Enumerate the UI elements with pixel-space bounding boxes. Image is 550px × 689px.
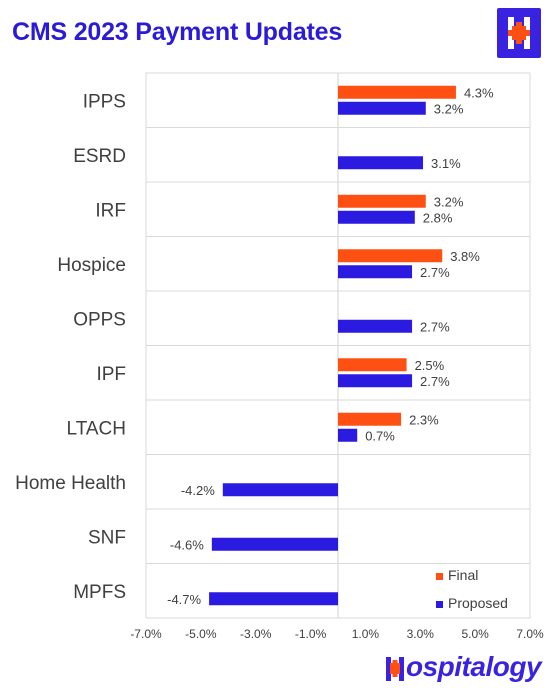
data-label: -4.7% bbox=[167, 592, 201, 607]
bar-final bbox=[338, 412, 402, 426]
data-label: 2.3% bbox=[409, 412, 439, 427]
bar-final bbox=[338, 249, 443, 263]
category-label: IPF bbox=[96, 364, 126, 385]
bar-proposed bbox=[338, 156, 424, 170]
hospitalogy-h-plus-icon bbox=[497, 8, 541, 58]
bar-proposed bbox=[338, 428, 358, 442]
data-label: 2.5% bbox=[415, 358, 445, 373]
bar-proposed bbox=[338, 374, 413, 388]
bar-proposed bbox=[338, 101, 426, 115]
category-label: OPPS bbox=[73, 309, 126, 330]
bar-final bbox=[338, 85, 456, 99]
data-label: 3.2% bbox=[434, 194, 464, 209]
x-tick-label: 1.0% bbox=[352, 627, 380, 641]
data-label: 2.8% bbox=[423, 210, 453, 225]
data-label: -4.6% bbox=[170, 537, 204, 552]
category-label: Hospice bbox=[57, 255, 126, 276]
legend-swatch-proposed bbox=[436, 601, 443, 608]
bar-final bbox=[338, 194, 426, 208]
x-tick-label: -3.0% bbox=[240, 627, 272, 641]
x-tick-label: -1.0% bbox=[295, 627, 327, 641]
data-label: -4.2% bbox=[181, 483, 215, 498]
data-label: 3.8% bbox=[450, 249, 480, 264]
category-label: ESRD bbox=[73, 146, 126, 167]
category-label: IPPS bbox=[83, 91, 126, 112]
data-label: 4.3% bbox=[464, 85, 494, 100]
bar-proposed bbox=[338, 210, 415, 224]
bar-proposed bbox=[222, 483, 338, 497]
x-tick-label: 5.0% bbox=[461, 627, 489, 641]
bar-proposed bbox=[211, 537, 338, 551]
bar-proposed bbox=[209, 592, 338, 606]
data-label: 2.7% bbox=[420, 265, 450, 280]
data-label: 2.7% bbox=[420, 374, 450, 389]
x-tick-label: -5.0% bbox=[185, 627, 217, 641]
hospitalogy-h-plus-icon bbox=[386, 657, 404, 681]
category-label: IRF bbox=[95, 200, 126, 221]
legend-swatch-final bbox=[436, 573, 443, 580]
category-label: Home Health bbox=[15, 473, 126, 494]
brand-wordmark: ospitalogy bbox=[406, 651, 542, 682]
legend-label-proposed: Proposed bbox=[448, 595, 508, 611]
bar-final bbox=[338, 358, 407, 372]
payment-updates-bar-chart: IPPS ESRD IRF Hospice OPPS IPF LTACH Home Healt… bbox=[15, 72, 544, 641]
data-label: 3.2% bbox=[434, 101, 464, 116]
bar-proposed bbox=[338, 265, 413, 279]
data-label: 2.7% bbox=[420, 319, 450, 334]
bar-proposed bbox=[338, 319, 413, 333]
category-label: SNF bbox=[88, 527, 126, 548]
x-tick-label: 3.0% bbox=[407, 627, 435, 641]
hospitalogy-logo: ospitalogy bbox=[384, 651, 544, 685]
data-label: 0.7% bbox=[365, 428, 395, 443]
x-tick-label: 7.0% bbox=[516, 627, 544, 641]
category-label: LTACH bbox=[67, 418, 126, 439]
data-label: 3.1% bbox=[431, 156, 461, 171]
chart-title: CMS 2023 Payment Updates bbox=[12, 18, 343, 46]
category-label: MPFS bbox=[73, 582, 126, 603]
legend-label-final: Final bbox=[448, 567, 478, 583]
x-tick-label: -7.0% bbox=[130, 627, 162, 641]
